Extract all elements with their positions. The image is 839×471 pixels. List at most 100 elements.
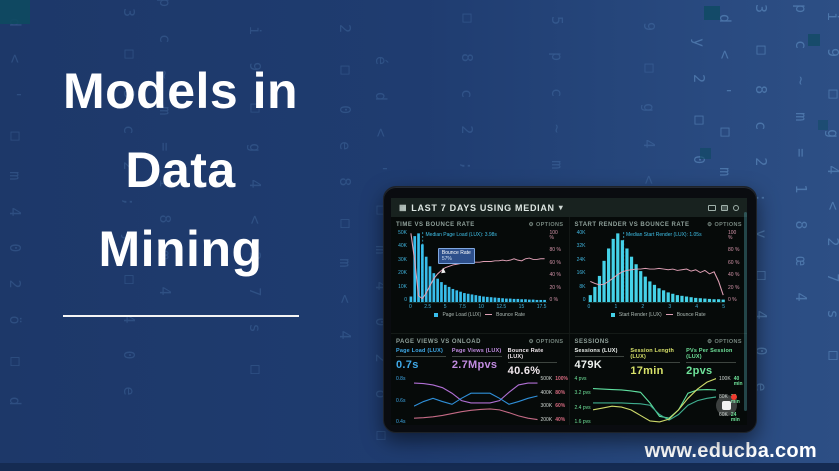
bottom-strip xyxy=(0,463,839,471)
tooltip-title: Bounce Rate xyxy=(441,250,471,257)
panel-title: TIME VS BOUNCE RATE xyxy=(396,221,475,228)
metric-value: 2pvs xyxy=(686,365,713,377)
metrics-row: Page Load (LUX) 0.7s Page Views (LUX) 2.7Mp… xyxy=(396,348,564,377)
panel-page-views-vs-onload: PAGE VIEWS VS ONLOAD ⚙ OPTIONS Page Load… xyxy=(391,334,569,425)
title-line-3: Mining xyxy=(98,221,263,277)
metric-value: 479K xyxy=(574,359,602,371)
teal-block xyxy=(700,148,711,159)
panel-time-vs-bounce: TIME VS BOUNCE RATE ⚙ OPTIONS 50K 40K 30K 2… xyxy=(391,217,569,333)
gear-icon: ⚙ xyxy=(707,221,713,228)
line-plot[interactable] xyxy=(414,375,538,425)
chevron-down-icon[interactable]: ▾ xyxy=(558,203,564,212)
median-annotation: Median Start Render (LUX): 1.05s xyxy=(626,232,702,238)
metric-label: Bounce Rate (LUX) xyxy=(507,348,558,363)
metric-label: Page Views (LUX) xyxy=(451,348,502,357)
bottom-charts-row: PAGE VIEWS VS ONLOAD ⚙ OPTIONS Page Load… xyxy=(391,333,747,425)
chart-legend: Start Render (LUX) Bounce Rate xyxy=(575,310,743,319)
y-axis-right: 500K 100% 400K 80% 300K 60% 200K 40% xyxy=(538,375,568,425)
histogram-plot[interactable]: Median Page Load (LUX): 3.98s Bounce Rat… xyxy=(409,231,547,303)
y-axis-left: 40K 32K 24K 16K 8K 0 xyxy=(576,230,586,303)
y-axis-pair: 100K 40 min xyxy=(719,376,743,387)
teal-block xyxy=(0,0,30,24)
legend-label: Start Render (LUX) xyxy=(618,311,662,318)
dashboard-header: ▦ LAST 7 DAYS USING MEDIAN ▾ xyxy=(391,198,747,217)
page-title: Models in Data Mining xyxy=(18,52,343,289)
options-button[interactable]: ⚙ OPTIONS xyxy=(528,221,564,228)
calendar-icon: ▦ xyxy=(399,203,408,212)
median-annotation: Median Page Load (LUX): 3.98s xyxy=(425,232,497,238)
y-axis-pair: 200K 40% xyxy=(540,416,566,423)
metric-value: 17min xyxy=(630,365,664,377)
gear-icon: ⚙ xyxy=(528,338,534,345)
panel-title: PAGE VIEWS VS ONLOAD xyxy=(396,338,481,345)
options-button[interactable]: ⚙ OPTIONS xyxy=(707,338,742,345)
title-block: Models in Data Mining xyxy=(18,52,343,317)
legend-swatch xyxy=(434,312,439,317)
teal-block xyxy=(818,120,828,130)
camera-square-icon xyxy=(722,401,731,410)
y-axis-pair: 400K 80% xyxy=(540,389,566,396)
y-axis-right: 100 % 80 % 60 % 40 % 20 % 0 % xyxy=(549,230,561,303)
legend-label: Bounce Rate xyxy=(676,311,706,318)
metric: Sessions (LUX) 479K xyxy=(574,348,631,373)
y-axis-pair: 500K 100% xyxy=(540,376,568,382)
metric-value: 0.7s xyxy=(396,359,419,371)
header-icons xyxy=(708,204,739,211)
image-icon[interactable] xyxy=(721,204,728,211)
y-axis-pair: 60K 24 min xyxy=(719,412,740,423)
teal-block xyxy=(704,6,720,20)
help-icon[interactable] xyxy=(733,204,739,211)
y-axis-left: 50K 40K 30K 20K 10K 0 xyxy=(398,230,407,303)
panel-title: SESSIONS xyxy=(574,338,610,345)
title-underline xyxy=(62,315,299,317)
camera-button[interactable] xyxy=(716,394,737,416)
gear-icon: ⚙ xyxy=(707,338,713,345)
dashboard-title: LAST 7 DAYS USING MEDIAN xyxy=(411,202,555,213)
histogram-plot[interactable]: Median Start Render (LUX): 1.05s xyxy=(587,231,725,303)
dashboard-screen: ▦ LAST 7 DAYS USING MEDIAN ▾ TIME VS BOU… xyxy=(391,198,747,425)
teal-block xyxy=(808,34,820,46)
matrix-glyph-column: i 9 □ g 4 < 2 7 s □ xyxy=(824,12,839,373)
metric-label: PVs Per Session (LUX) xyxy=(686,348,736,363)
metric: Page Load (LUX) 0.7s xyxy=(396,348,452,373)
y-axis-pair: 300K 60% xyxy=(540,403,566,410)
metric-value: 40.6% xyxy=(507,365,541,377)
tooltip: Bounce Rate 57% xyxy=(437,248,475,265)
title-line-2: Data xyxy=(125,142,236,198)
y-axis-left: 0.8s 0.6s 0.4s xyxy=(396,376,406,425)
metric-label: Session Length (LUX) xyxy=(630,348,681,363)
legend-line xyxy=(665,314,673,315)
x-axis: 0 2.5 5 7.5 10 12.5 15 17.5 xyxy=(409,304,547,310)
metric-value: 2.7Mpvs xyxy=(451,359,498,371)
metric: Bounce Rate (LUX) 40.6% xyxy=(507,348,564,377)
title-line-1: Models in xyxy=(62,63,299,119)
gear-icon: ⚙ xyxy=(528,221,534,228)
metric: Page Views (LUX) 2.7Mpvs xyxy=(451,348,508,373)
y-axis-right: 100 % 80 % 60 % 40 % 20 % 0 % xyxy=(728,230,740,303)
tooltip-value: 57% xyxy=(441,256,452,263)
notification-dot xyxy=(731,394,737,400)
options-button[interactable]: ⚙ OPTIONS xyxy=(707,221,742,228)
metric-label: Page Load (LUX) xyxy=(396,348,446,357)
line-plot[interactable] xyxy=(592,375,716,425)
metric: PVs Per Session (LUX) 2pvs xyxy=(686,348,742,377)
legend-swatch xyxy=(610,312,615,317)
metrics-row: Sessions (LUX) 479K Session Length (LUX) 17… xyxy=(574,348,743,377)
legend-label: Page Load (LUX) xyxy=(442,311,482,318)
monitor-icon[interactable] xyxy=(708,204,716,211)
panel-start-render-vs-bounce: START RENDER VS BOUNCE RATE ⚙ OPTIONS 40… xyxy=(568,217,748,333)
legend-line xyxy=(485,314,493,315)
legend-label: Bounce Rate xyxy=(496,311,526,318)
website-url: www.educba.com xyxy=(644,440,817,462)
matrix-glyph-column: 5 p c ~ m = 1 8 œ 4 xyxy=(792,0,810,311)
tablet-device: ▦ LAST 7 DAYS USING MEDIAN ▾ TIME VS BOU… xyxy=(383,186,757,433)
panel-sessions: SESSIONS ⚙ OPTIONS Sessions (LUX) 479K Ses… xyxy=(568,334,748,425)
metric-label: Sessions (LUX) xyxy=(574,348,625,357)
top-charts-row: TIME VS BOUNCE RATE ⚙ OPTIONS 50K 40K 30K 2… xyxy=(391,217,747,333)
y-axis-left: 4 pvs 3.2 pvs 2.4 pvs 1.6 pvs xyxy=(574,376,591,425)
options-button[interactable]: ⚙ OPTIONS xyxy=(528,338,564,345)
panel-title: START RENDER VS BOUNCE RATE xyxy=(574,221,690,228)
metric: Session Length (LUX) 17min xyxy=(630,348,686,377)
